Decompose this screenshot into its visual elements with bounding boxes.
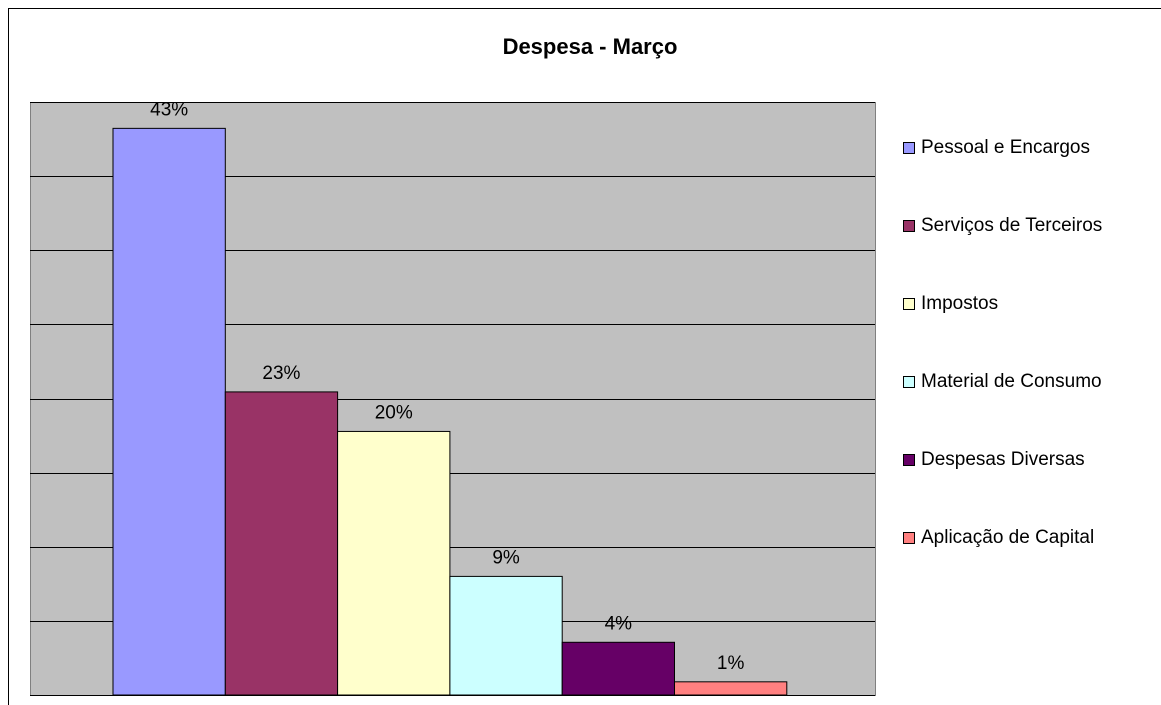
bar: [561, 641, 676, 696]
legend-swatch: [903, 142, 915, 154]
data-label: 20%: [375, 402, 413, 423]
legend-label: Material de Consumo: [921, 371, 1102, 392]
bar: [112, 127, 226, 696]
bar: [337, 430, 451, 696]
data-label: 43%: [150, 99, 188, 120]
data-label: 4%: [605, 613, 633, 634]
bar: [224, 391, 339, 696]
legend-swatch: [903, 220, 915, 232]
data-label: 1%: [717, 653, 745, 674]
legend-label: Aplicação de Capital: [921, 527, 1094, 548]
data-label: 9%: [492, 547, 520, 568]
data-label: 23%: [262, 363, 300, 384]
legend-label: Pessoal e Encargos: [921, 137, 1090, 158]
legend-swatch: [903, 532, 915, 544]
bar: [674, 681, 788, 696]
legend-swatch: [903, 298, 915, 310]
bar: [449, 575, 563, 696]
chart-title: Despesa - Março: [503, 34, 678, 59]
legend-label: Serviços de Terceiros: [921, 215, 1102, 236]
legend-label: Impostos: [921, 293, 998, 314]
legend-label: Despesas Diversas: [921, 449, 1085, 470]
legend-swatch: [903, 376, 915, 388]
legend-swatch: [903, 454, 915, 466]
